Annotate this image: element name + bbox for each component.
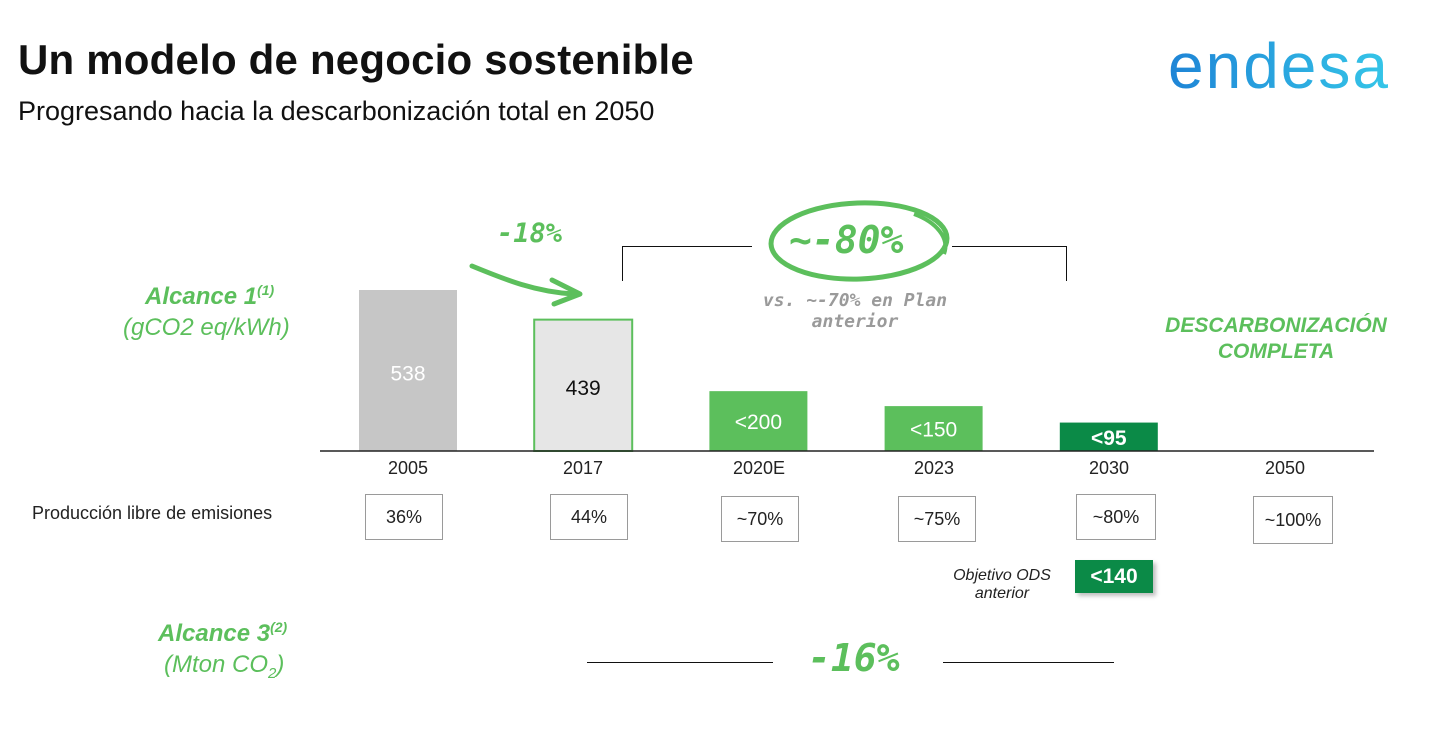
emission-free-value: ~80%	[1076, 494, 1156, 540]
bar-value-label: 439	[566, 377, 601, 400]
svg-text:endesa: endesa	[1168, 38, 1390, 100]
scope3-unit-suffix: )	[276, 651, 285, 678]
scope3-line-right	[943, 662, 1114, 663]
bar-2030	[1059, 422, 1158, 451]
ods-label: Objetivo ODS anterior	[938, 567, 1066, 603]
vs-plan-line2: anterior	[811, 311, 899, 332]
scope3-label: Alcance 3(2)	[158, 619, 287, 648]
emission-free-value: 36%	[365, 494, 443, 540]
scope3-unit-sub: 2	[268, 664, 277, 682]
scope1-footnote: (1)	[257, 282, 275, 298]
bar-2017	[533, 318, 634, 453]
bracket-tick-left	[622, 246, 623, 281]
full-decarbonization-label: DESCARBONIZACIÓN COMPLETA	[1140, 313, 1412, 365]
x-tick-label: 2020E	[732, 458, 786, 478]
full-decarb-line1: DESCARBONIZACIÓN	[1165, 314, 1387, 337]
x-tick-label: 2050	[1264, 458, 1306, 478]
vs-plan-note: vs. ~-70% en Plan anterior	[760, 290, 950, 332]
scope1-label: Alcance 1(1)	[145, 282, 274, 311]
bar-value-label: 538	[390, 363, 425, 386]
bar-2020E	[709, 391, 808, 451]
scope3-line-left	[587, 662, 773, 663]
change-target-label: ~-80%	[789, 218, 904, 262]
arrow-icon	[469, 263, 583, 307]
scope3-unit: (Mton CO2)	[164, 651, 284, 682]
bar-value-label: <200	[735, 411, 782, 434]
page-title: Un modelo de negocio sostenible	[18, 36, 694, 83]
endesa-logo: endesa	[1168, 38, 1390, 100]
scope3-label-text: Alcance 3	[158, 620, 271, 647]
ods-line2: anterior	[974, 585, 1030, 602]
x-tick-label: 2030	[1088, 458, 1130, 478]
ods-value-badge: <140	[1075, 560, 1153, 593]
scope1-label-text: Alcance 1	[145, 283, 258, 310]
x-tick-label: 2017	[562, 458, 604, 478]
scope3-footnote: (2)	[270, 619, 288, 635]
emission-free-value: ~100%	[1253, 496, 1333, 544]
emission-free-value: ~75%	[898, 496, 976, 542]
bar-2023	[884, 406, 983, 451]
scope3-unit-prefix: (Mton CO	[164, 651, 269, 678]
page-subtitle: Progresando hacia la descarbonización to…	[18, 96, 655, 126]
bar-value-label: <150	[910, 419, 957, 442]
emission-free-value: ~70%	[721, 496, 799, 542]
highlight-circle-icon	[768, 200, 950, 282]
ods-line1: Objetivo ODS	[953, 567, 1051, 584]
x-tick-label: 2005	[387, 458, 429, 478]
bracket-line-right	[952, 246, 1066, 247]
scope3-change-label: -16%	[808, 636, 900, 680]
vs-plan-line1: vs. ~-70% en Plan	[762, 290, 948, 311]
bar-2005	[359, 290, 457, 451]
scope1-unit: (gCO2 eq/kWh)	[123, 314, 290, 341]
bar-value-label: <95	[1091, 427, 1127, 450]
bracket-tick-right	[1066, 246, 1067, 281]
change-2017-label: -18%	[497, 218, 563, 249]
bracket-line-left	[622, 246, 752, 247]
emission-free-value: 44%	[550, 494, 628, 540]
full-decarb-line2: COMPLETA	[1217, 340, 1335, 363]
emission-free-label: Producción libre de emisiones	[32, 503, 273, 523]
x-tick-label: 2023	[913, 458, 955, 478]
